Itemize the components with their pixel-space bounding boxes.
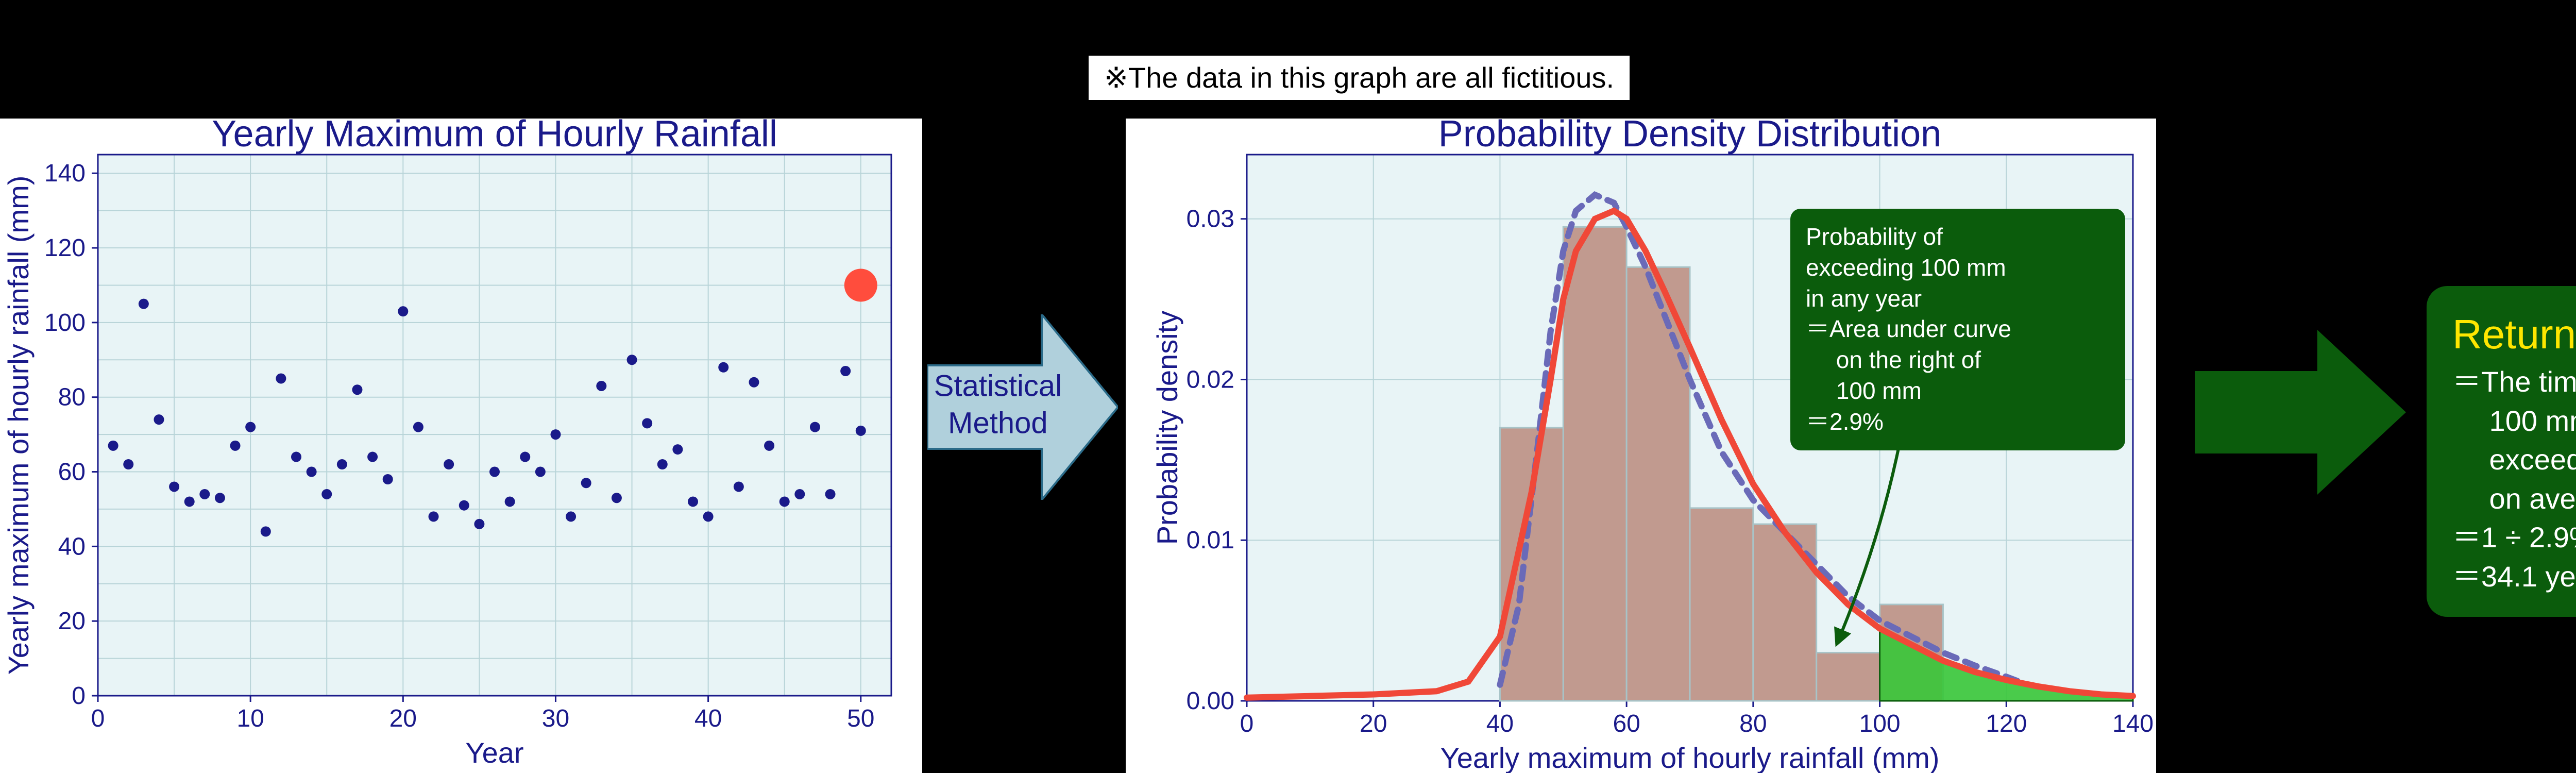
return-period-line: ＝1 ÷ 2.9%: [2452, 518, 2576, 557]
svg-text:40: 40: [58, 533, 86, 560]
svg-text:40: 40: [694, 705, 722, 732]
probability-annotation-line: on the right of: [1806, 345, 2110, 376]
return-period-line: ＝34.1 years: [2452, 557, 2576, 596]
return-period-line: on average: [2452, 479, 2576, 518]
svg-text:20: 20: [389, 705, 417, 732]
svg-text:100: 100: [44, 309, 86, 337]
svg-text:0.02: 0.02: [1187, 366, 1234, 393]
result-arrow: [2195, 330, 2406, 495]
svg-text:80: 80: [1739, 710, 1767, 737]
svg-text:Yearly maximum of hourly rainf: Yearly maximum of hourly rainfall (mm): [2, 176, 35, 675]
svg-text:100: 100: [1859, 710, 1901, 737]
svg-text:0.03: 0.03: [1187, 206, 1234, 233]
svg-text:20: 20: [58, 608, 86, 635]
svg-text:Statistical: Statistical: [934, 369, 1062, 402]
svg-text:20: 20: [1360, 710, 1387, 737]
fictitious-data-note: ※The data in this graph are all fictitio…: [1087, 54, 1631, 102]
probability-annotation-line: ＝Area under curve: [1806, 314, 2110, 345]
svg-text:60: 60: [58, 459, 86, 486]
svg-text:Yearly Maximum of Hourly Rainf: Yearly Maximum of Hourly Rainfall: [212, 119, 777, 155]
svg-text:50: 50: [847, 705, 874, 732]
svg-text:120: 120: [44, 234, 86, 262]
svg-text:Year: Year: [465, 736, 523, 769]
svg-text:Method: Method: [948, 406, 1047, 440]
svg-text:80: 80: [58, 384, 86, 411]
svg-text:0: 0: [72, 682, 86, 710]
svg-text:0.00: 0.00: [1187, 687, 1234, 715]
return-period-line: ＝The time in which: [2452, 362, 2576, 401]
svg-text:Probability density: Probability density: [1151, 311, 1183, 545]
svg-text:0.01: 0.01: [1187, 527, 1234, 554]
svg-text:Yearly maximum of hourly rainf: Yearly maximum of hourly rainfall (mm): [1440, 742, 1940, 773]
scatter-panel: 0 10 20 30 40 50 0 20 40 60 80 100 120 140 Yearly Maxi…: [0, 119, 922, 773]
svg-text:60: 60: [1613, 710, 1640, 737]
probability-annotation-line: Probability of: [1806, 222, 2110, 253]
probability-annotation-line: in any year: [1806, 283, 2110, 314]
svg-text:0: 0: [1240, 710, 1254, 737]
svg-text:120: 120: [1986, 710, 2027, 737]
return-period-line: exceeded once: [2452, 440, 2576, 479]
svg-text:0: 0: [91, 705, 105, 732]
probability-annotation-line: exceeding 100 mm: [1806, 253, 2110, 283]
statistical-method-arrow: Statistical Method: [927, 314, 1118, 500]
probability-annotation-line: ＝2.9%: [1806, 407, 2110, 438]
return-period-title: Return period: [2452, 307, 2576, 362]
density-panel: 0 20 40 60 80 100 120 140 0.00 0.01 0.02 0.03 Probab…: [1126, 119, 2156, 773]
svg-text:10: 10: [236, 705, 264, 732]
svg-text:30: 30: [542, 705, 569, 732]
svg-text:140: 140: [2112, 710, 2154, 737]
svg-text:Probability Density Distributi: Probability Density Distribution: [1438, 119, 1941, 155]
probability-annotation-line: 100 mm: [1806, 376, 2110, 407]
probability-annotation-box: Probability ofexceeding 100 mmin any yea…: [1790, 209, 2125, 450]
svg-text:40: 40: [1486, 710, 1514, 737]
svg-text:140: 140: [44, 160, 86, 187]
return-period-box: Return period＝The time in which 100 mm w…: [2427, 286, 2576, 617]
return-period-line: 100 mm would be: [2452, 401, 2576, 441]
